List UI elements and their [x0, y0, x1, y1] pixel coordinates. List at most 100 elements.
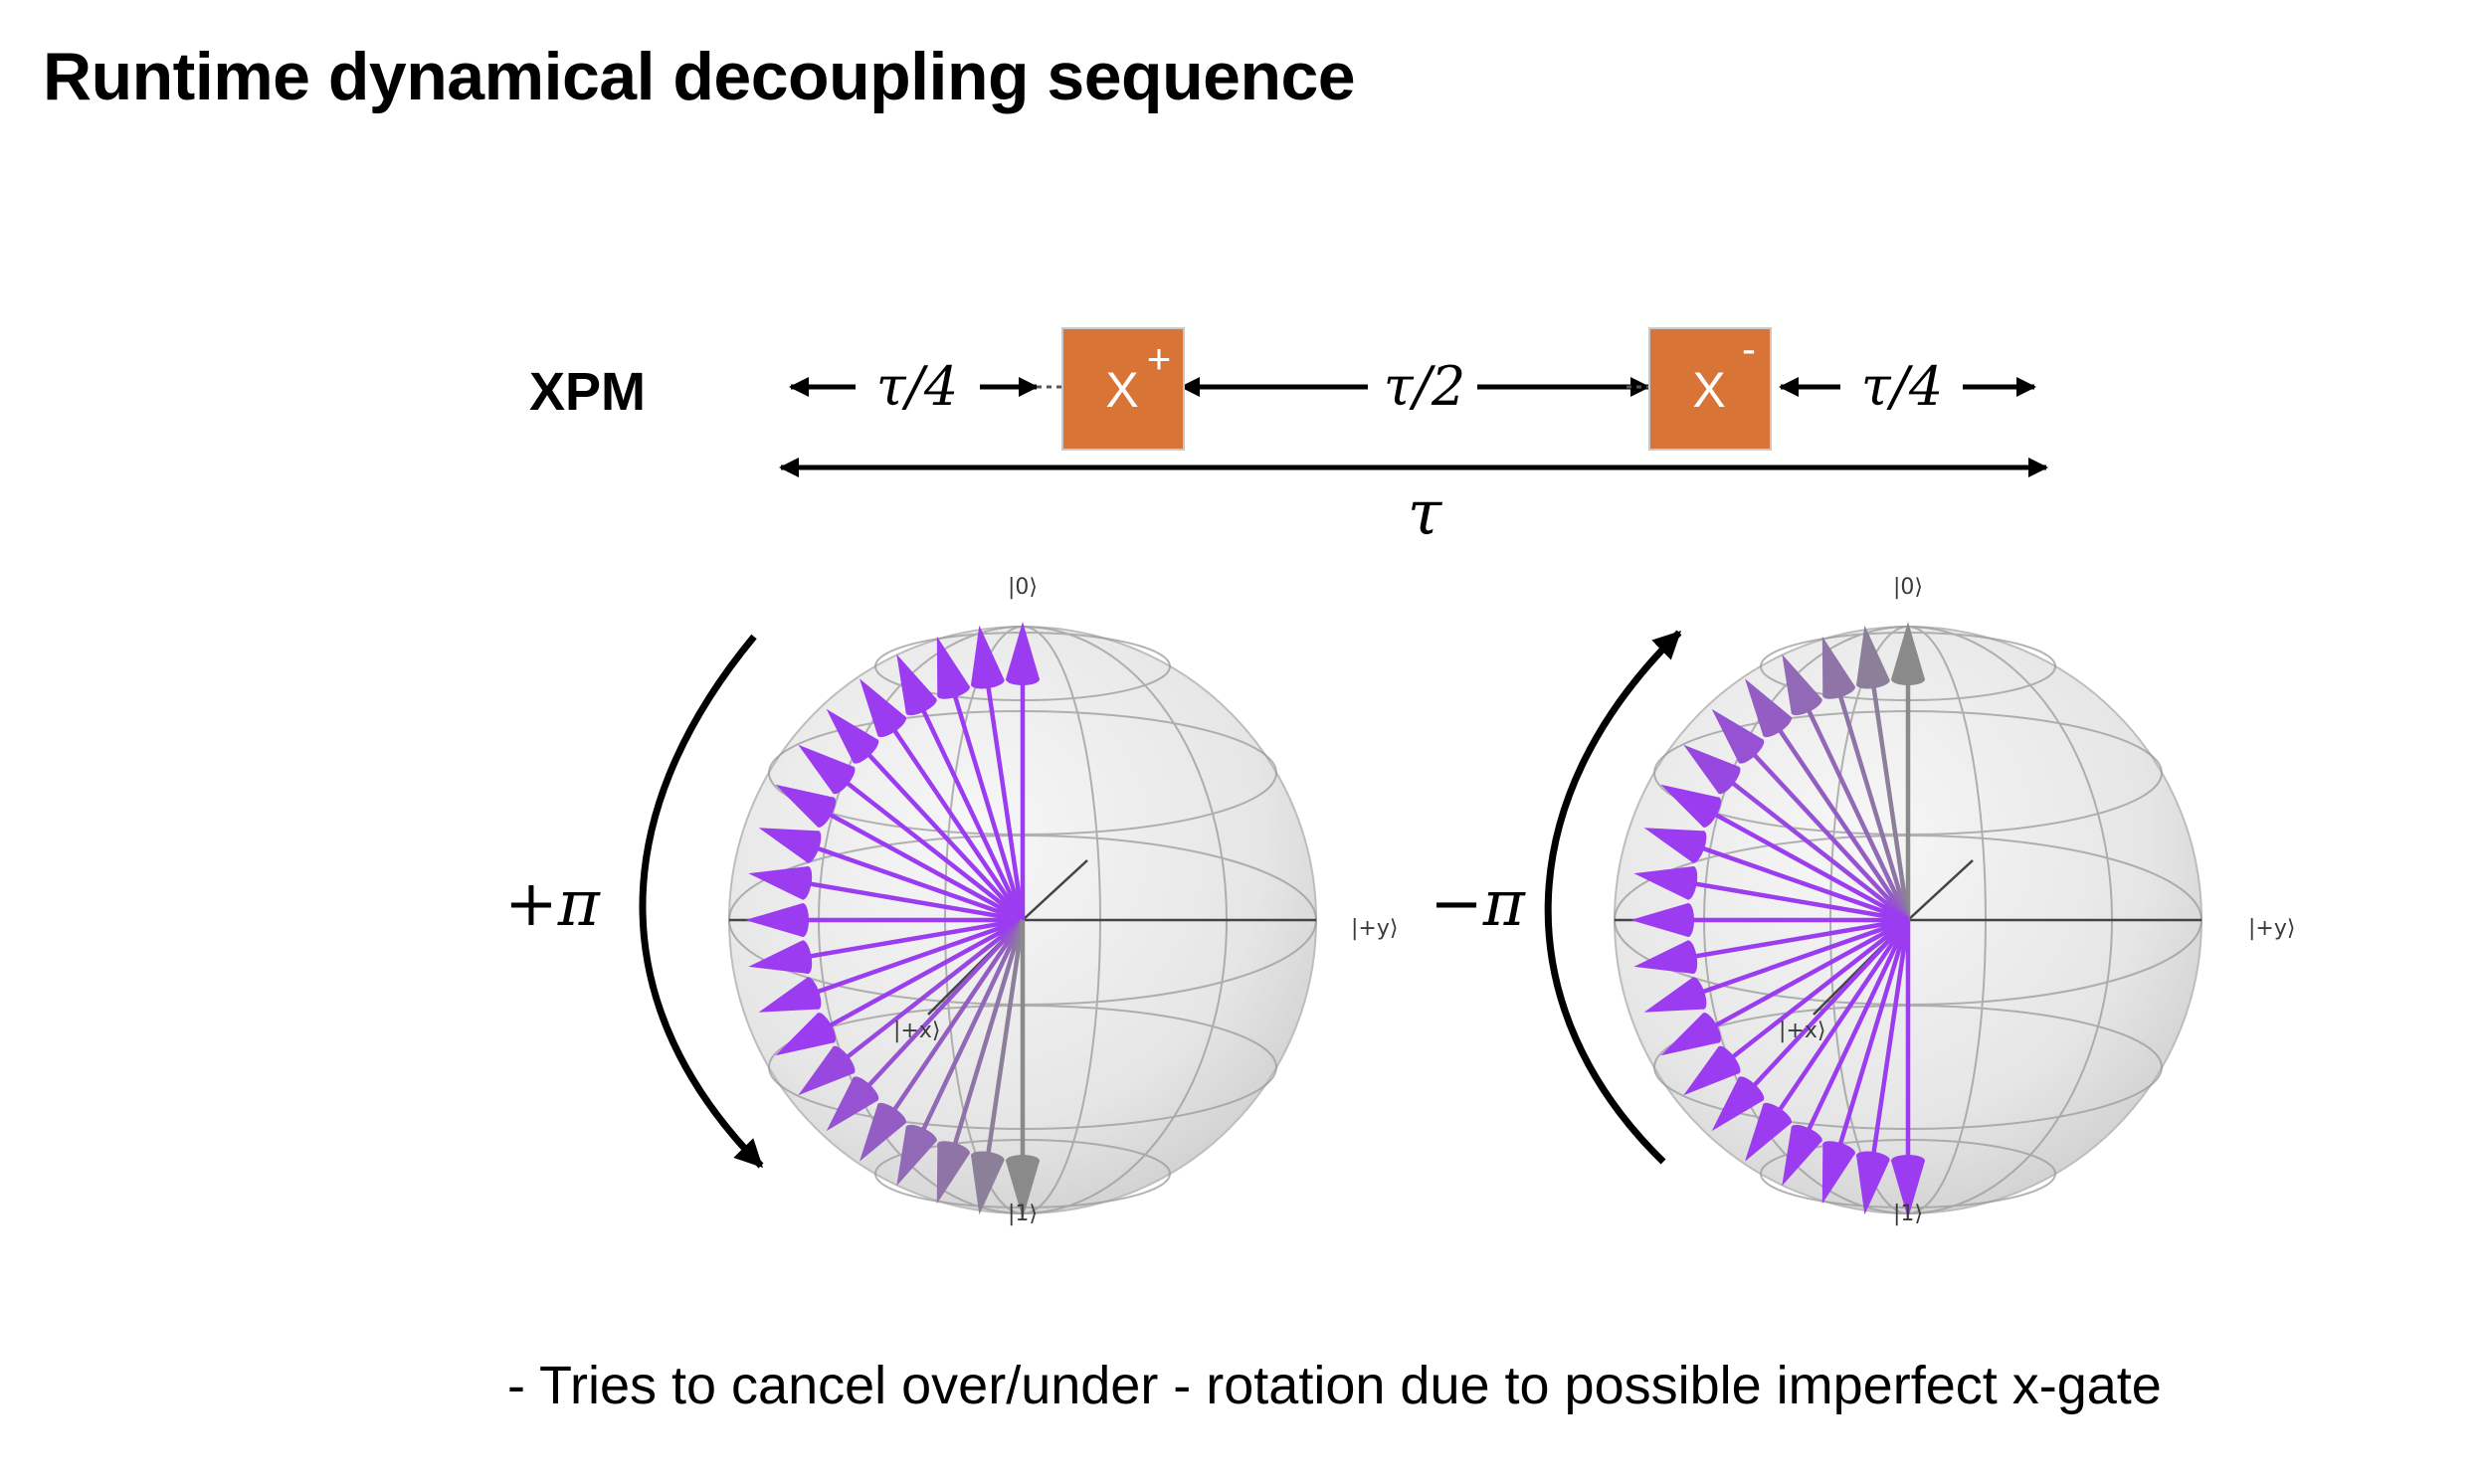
state-vector-line [825, 810, 1025, 922]
state-vector-line [805, 880, 1024, 923]
state-vector-cone-base [805, 831, 822, 863]
state-vector-arrowhead [1630, 903, 1688, 937]
interval-2-label: τ/2 [1384, 355, 1465, 418]
state-vector-cone-base [970, 1151, 1005, 1165]
state-vector-line [1727, 778, 1910, 922]
state-vector-line [889, 918, 1025, 1115]
state-vector-line [1836, 919, 1911, 1150]
state-vector-line [1749, 918, 1910, 1091]
state-vector-arrowhead [1856, 1155, 1890, 1215]
interval-arrows [779, 377, 2048, 477]
state-vector-arrows [1630, 622, 1925, 1218]
state-vector-cone-base [1701, 1013, 1722, 1043]
state-vector-line [1727, 918, 1910, 1062]
state-vector-cone-base [1763, 1102, 1792, 1125]
state-vector-line [863, 749, 1025, 922]
x-minus-gate-symbol: X [1692, 362, 1725, 418]
state-vector-arrowhead [1891, 1161, 1925, 1218]
state-vector-arrowhead [971, 625, 1005, 685]
rotation-label-plus-pi: +π [504, 867, 601, 941]
bloch-sphere-right: |0⟩ |1⟩ |+x⟩ |+y⟩ [1614, 575, 2295, 1226]
state-vector-cone-base [805, 977, 822, 1010]
state-vector-cone-base [905, 697, 937, 716]
state-vector-line [1690, 880, 1909, 923]
state-vector-cone-base [853, 1076, 879, 1102]
state-vector-cone-base [1791, 1124, 1822, 1143]
state-vector-cone-base [1855, 1151, 1890, 1165]
state-vector-cone-base [799, 866, 813, 900]
state-vector-cone-base [1701, 797, 1722, 828]
state-vector-cone-base [853, 738, 879, 764]
state-vector-line [1710, 918, 1910, 1030]
state-vector-cone-base [1822, 1141, 1855, 1157]
state-vector-line [863, 918, 1025, 1091]
ket-plus-x-label: |+x⟩ [1779, 1019, 1825, 1043]
state-vector-cone-base [1891, 1155, 1925, 1167]
state-vector-line [985, 681, 1026, 921]
state-vector-cone-base [799, 940, 813, 974]
state-vector-arrowhead [1856, 625, 1890, 685]
interval-1-label: τ/4 [876, 355, 958, 418]
sequence-name: XPM [529, 362, 646, 422]
state-vector-cone-base [816, 1013, 837, 1043]
state-vector-arrowhead [1633, 866, 1694, 900]
state-vector-arrowhead [1821, 636, 1855, 697]
state-vector-line [1775, 918, 1910, 1115]
state-vector-line [919, 919, 1026, 1135]
state-vector-arrowhead [1643, 828, 1704, 863]
state-vector-arrowhead [936, 1143, 970, 1205]
state-vector-cone-base [1684, 940, 1698, 974]
state-vector-arrowhead [1643, 977, 1704, 1013]
state-vector-cone-base [816, 797, 837, 828]
state-vector-arrowhead [1821, 1143, 1855, 1205]
state-vector-line [1805, 919, 1911, 1135]
state-vector-cone-base [1006, 1155, 1040, 1167]
state-vector-arrows [745, 622, 1040, 1218]
state-vector-cone-base [797, 903, 809, 937]
state-vector-line [1749, 749, 1910, 922]
ket-plus-y-label: |+y⟩ [2248, 916, 2295, 941]
state-vector-line [1710, 810, 1910, 922]
state-vector-cone-base [877, 715, 906, 738]
state-vector-arrowhead [1891, 622, 1925, 679]
state-vector-line [1870, 919, 1911, 1159]
state-vector-line [1805, 705, 1911, 921]
state-vector-line [805, 917, 1024, 960]
ket-plus-x-label: |+x⟩ [893, 1019, 940, 1043]
ket-zero-label: |0⟩ [1008, 575, 1038, 600]
state-vector-cone-base [970, 675, 1005, 689]
x-plus-gate: X + [1061, 327, 1185, 451]
state-vector-cone-base [1763, 715, 1792, 738]
bloch-sphere-left: |0⟩ |1⟩ |+x⟩ |+y⟩ [728, 575, 1398, 1226]
state-vector-line [1690, 917, 1909, 960]
note-text: - Tries to cancel over/under - rotation … [507, 1356, 2162, 1415]
state-vector-cone-base [1690, 831, 1707, 863]
state-vector-cone-base [1738, 738, 1765, 764]
interval-3-label: τ/4 [1861, 355, 1943, 418]
state-vector-arrowhead [1633, 940, 1694, 974]
state-vector-cone-base [1791, 697, 1822, 716]
state-vector-arrowhead [1006, 622, 1040, 679]
ket-plus-y-label: |+y⟩ [1351, 916, 1398, 941]
state-vector-line [812, 844, 1024, 923]
state-vector-arrowhead [748, 940, 809, 974]
state-vector-cone-base [832, 766, 856, 795]
state-vector-line [812, 917, 1024, 996]
state-vector-cone-base [905, 1124, 937, 1143]
state-vector-cone-base [1822, 683, 1855, 699]
state-vector-cone-base [1891, 673, 1925, 685]
state-vector-cone-base [937, 683, 970, 699]
pulse-sequence: XPM τ/4 τ/2 τ/4 τ X + X - [529, 325, 2048, 549]
x-plus-gate-symbol: X [1105, 362, 1138, 418]
state-vector-arrowhead [758, 828, 819, 863]
state-vector-arrowhead [936, 636, 970, 697]
state-vector-cone-base [832, 1045, 856, 1074]
state-vector-cone-base [1690, 977, 1707, 1010]
state-vector-line [1697, 844, 1909, 923]
rotation-arrow-minus-pi [1544, 630, 1682, 1165]
state-vector-arrowhead [971, 1155, 1005, 1215]
rotation-label-minus-pi: −π [1430, 867, 1526, 941]
slide-title: Runtime dynamical decoupling sequence [43, 39, 1356, 114]
state-vector-line [951, 919, 1026, 1150]
state-vector-line [889, 725, 1025, 922]
